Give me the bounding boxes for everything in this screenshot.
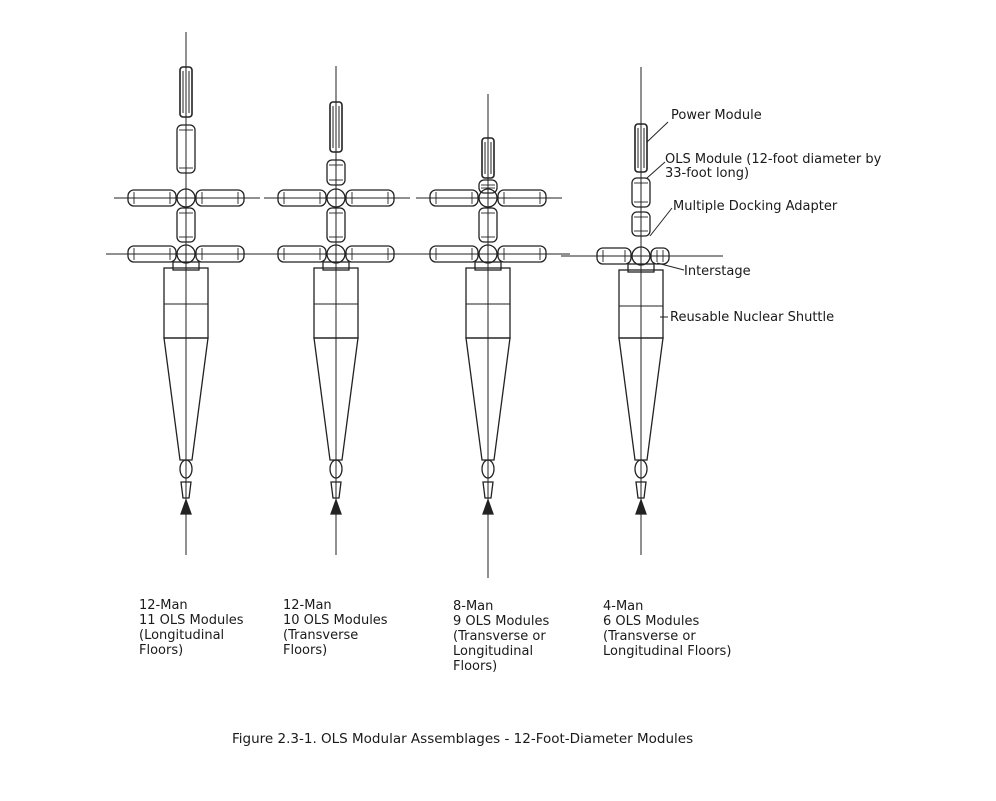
assembly-2 (256, 66, 418, 555)
assembly-caption-1: 12-Man 11 OLS Modules (Longitudinal Floo… (139, 598, 244, 658)
leader-docking-adapter (649, 207, 673, 237)
ols-module-upper (478, 179, 498, 194)
nuclear-shuttle-cone (618, 337, 664, 461)
callout-nuclear-shuttle: Reusable Nuclear Shuttle (670, 310, 835, 325)
engine-nozzle-link (180, 481, 192, 499)
power-module (481, 137, 495, 179)
engine-nozzle-link (635, 481, 647, 499)
engine (634, 459, 648, 479)
leader-power-module (646, 121, 669, 143)
assembly-crew: 4-Man (603, 599, 644, 614)
assemblies-layer (106, 32, 723, 578)
ols-module-upper (326, 159, 346, 186)
engine-nozzle (330, 498, 342, 515)
callout-ols-module-line1: OLS Module (12-foot diameter by (665, 152, 882, 167)
assembly-4 (561, 67, 723, 555)
engine (481, 459, 495, 479)
assembly-crew: 12-Man (139, 598, 188, 613)
engine-nozzle (180, 498, 192, 515)
callout-docking-adapter: Multiple Docking Adapter (673, 199, 838, 214)
ols-module-middle (326, 207, 346, 243)
engine-nozzle (635, 498, 647, 515)
assembly-floors: (Longitudinal (139, 628, 225, 643)
ols-module-middle (176, 207, 196, 243)
interstage (322, 261, 350, 271)
ols-module-middle (478, 207, 498, 243)
engine-nozzle-link (482, 481, 494, 499)
nuclear-shuttle-cone (313, 337, 359, 461)
assembly-floors: Longitudinal (453, 644, 534, 659)
assembly-caption-4: 4-Man 6 OLS Modules (Transverse or Longi… (603, 599, 731, 659)
assembly-caption-3: 8-Man 9 OLS Modules (Transverse or Longi… (453, 599, 549, 674)
callout-leader-lines (646, 121, 685, 318)
assembly-3 (408, 94, 570, 578)
assembly-modules: 10 OLS Modules (283, 613, 388, 628)
assembly-floors: Floors) (453, 659, 498, 674)
assembly-1 (106, 32, 268, 555)
engine (329, 459, 343, 479)
assembly-floors: Floors) (283, 643, 328, 658)
callout-ols-module-line2: 33-foot long) (665, 166, 750, 181)
leader-ols-module (646, 161, 666, 179)
leader-interstage (656, 262, 685, 271)
nuclear-shuttle-cone (163, 337, 209, 461)
callout-power-module: Power Module (671, 108, 762, 123)
callout-interstage: Interstage (684, 264, 751, 279)
assembly-floors: Floors) (139, 643, 184, 658)
assembly-modules: 11 OLS Modules (139, 613, 244, 628)
assembly-crew: 12-Man (283, 598, 332, 613)
engine-nozzle-link (330, 481, 342, 499)
interstage (474, 261, 502, 271)
engine-nozzle (482, 498, 494, 515)
power-module (179, 66, 193, 118)
ols-module-upper (176, 124, 196, 174)
power-module (329, 101, 343, 153)
nuclear-shuttle-cone (465, 337, 511, 461)
interstage (627, 263, 655, 273)
assembly-floors: (Transverse or (603, 629, 696, 644)
figure-caption: Figure 2.3-1. OLS Modular Assemblages - … (232, 731, 694, 747)
assembly-caption-2: 12-Man 10 OLS Modules (Transverse Floors… (283, 598, 388, 658)
interstage (172, 261, 200, 271)
ols-module-upper (631, 177, 651, 208)
assembly-modules: 6 OLS Modules (603, 614, 700, 629)
assembly-modules: 9 OLS Modules (453, 614, 550, 629)
power-module (634, 123, 648, 173)
ols-module-middle (631, 211, 651, 237)
assembly-floors: Longitudinal Floors) (603, 644, 732, 659)
assembly-crew: 8-Man (453, 599, 494, 614)
assembly-floors: (Transverse or (453, 629, 546, 644)
assembly-floors: (Transverse (283, 628, 359, 643)
engine (179, 459, 193, 479)
